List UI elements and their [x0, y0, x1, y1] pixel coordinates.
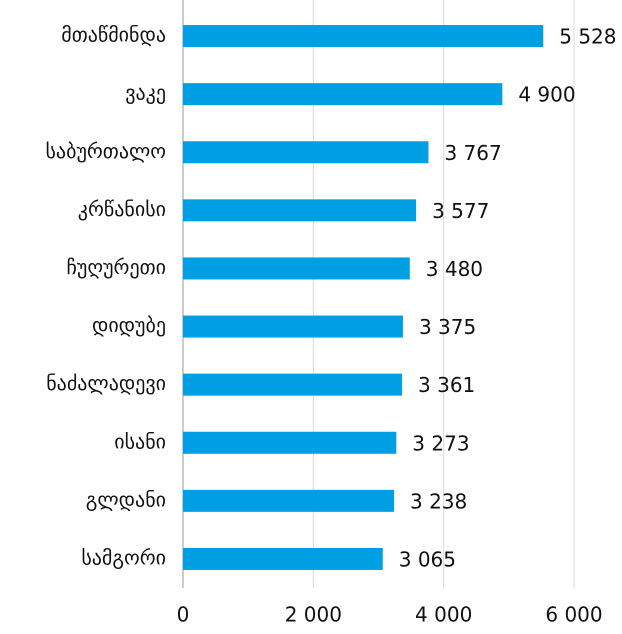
- y-tick-label: ვაკე: [125, 81, 166, 105]
- value-label: 3 577: [432, 199, 489, 223]
- value-label: 3 375: [419, 315, 476, 339]
- bar: [183, 489, 395, 512]
- y-tick-label: ნაძალადევი: [46, 371, 166, 395]
- y-tick-label: გლდანი: [86, 487, 166, 511]
- bar: [183, 141, 429, 164]
- value-label: 3 238: [410, 489, 467, 513]
- bar: [183, 547, 383, 570]
- value-label: 4 900: [518, 83, 575, 107]
- value-label: 3 767: [444, 141, 501, 165]
- bar: [183, 199, 417, 222]
- value-label: 3 065: [399, 547, 456, 571]
- x-tick-label: 2 000: [285, 603, 342, 627]
- y-tick-label: მთაწმინდა: [61, 23, 166, 47]
- x-tick-label: 0: [177, 603, 190, 627]
- value-label: 3 361: [418, 373, 475, 397]
- value-label: 5 528: [559, 25, 616, 49]
- value-label: 3 480: [426, 257, 483, 281]
- y-tick-label: საბურთალო: [45, 139, 166, 163]
- value-label: 3 273: [412, 431, 469, 455]
- bar: [183, 25, 544, 48]
- bar: [183, 257, 410, 280]
- y-tick-label: ჩუღურეთი: [66, 255, 166, 279]
- y-tick-label: სამგორი: [81, 545, 166, 569]
- y-tick-label: დიდუბე: [92, 313, 166, 337]
- bar: [183, 373, 403, 396]
- x-tick-label: 6 000: [545, 603, 602, 627]
- y-tick-label: ისანი: [114, 429, 166, 453]
- y-tick-label: კრწანისი: [78, 197, 166, 221]
- bar: [183, 315, 403, 338]
- x-tick-label: 4 000: [415, 603, 472, 627]
- bar: [183, 431, 397, 454]
- bar: [183, 83, 503, 106]
